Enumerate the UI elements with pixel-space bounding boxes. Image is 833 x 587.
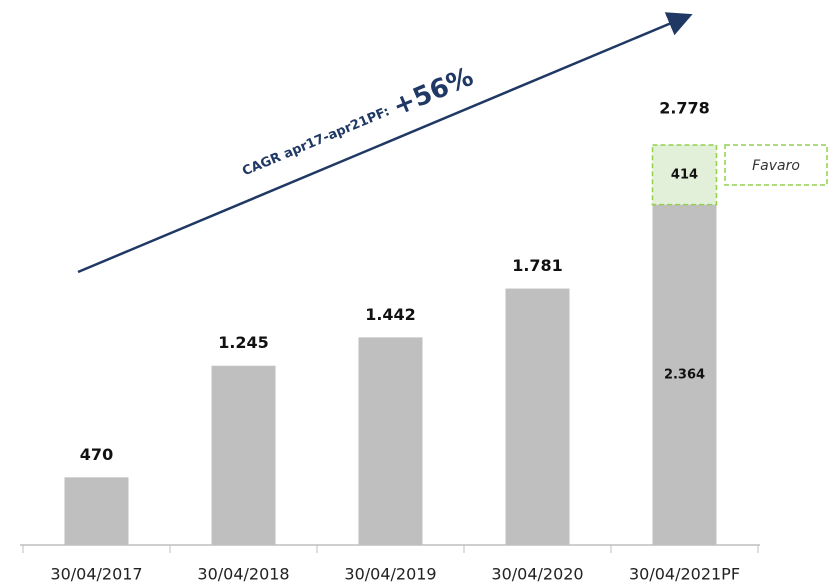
cagr-text: CAGR apr17-apr21PF: [240, 104, 392, 179]
cagr-value: +56% [388, 61, 477, 121]
bar-segment [651, 144, 718, 206]
x-tick-label: 30/04/2018 [197, 565, 289, 584]
bar-segment [64, 477, 129, 545]
value-label: 1.781 [512, 256, 563, 275]
total-label: 2.778 [659, 99, 710, 118]
legend-box [724, 144, 828, 186]
bar-segment [505, 288, 570, 545]
x-tick-label: 30/04/2019 [344, 565, 436, 584]
value-label: 2.364 [664, 367, 705, 382]
value-label: 414 [671, 167, 698, 182]
value-label: 470 [80, 445, 113, 464]
value-label: 1.245 [218, 333, 269, 352]
trend-arrow [77, 12, 693, 274]
legend-label: Favaro [752, 158, 800, 174]
value-label: 1.442 [365, 305, 416, 324]
bar-segment [652, 204, 717, 545]
x-tick-label: 30/04/2017 [50, 565, 142, 584]
bar-segment [211, 365, 276, 545]
cagr-annotation: CAGR apr17-apr21PF:+56% [237, 61, 478, 185]
bar-segment [358, 337, 423, 545]
x-tick-label: 30/04/2020 [491, 565, 583, 584]
x-tick-label: 30/04/2021PF [629, 565, 740, 584]
